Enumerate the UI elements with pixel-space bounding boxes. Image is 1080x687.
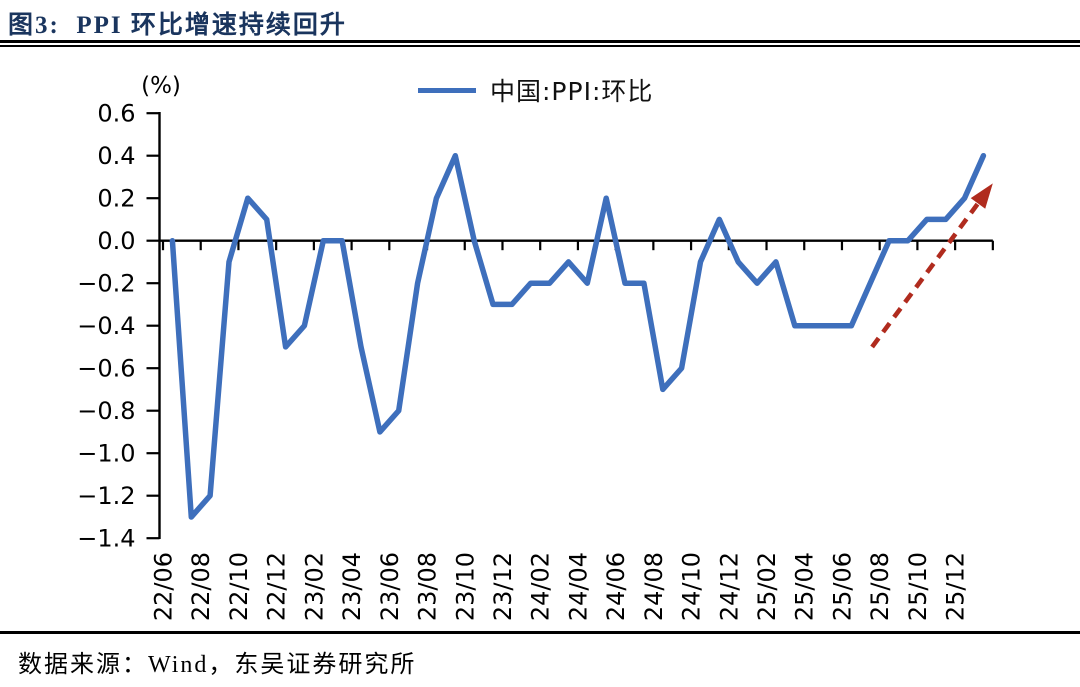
x-tick-label: 24/06 (602, 552, 630, 621)
x-tick-label: 25/06 (828, 552, 856, 621)
y-tick-label: −1.4 (77, 525, 135, 553)
legend: 中国:PPI:环比 (418, 72, 653, 108)
y-tick-label: −0.2 (77, 270, 135, 298)
x-tick-label: 22/10 (225, 552, 253, 621)
x-tick-label: 23/04 (338, 552, 366, 621)
x-tick-label: 25/02 (753, 552, 781, 621)
x-tick-label: 24/12 (715, 552, 743, 621)
x-tick-label: 24/08 (640, 552, 668, 621)
x-tick-label: 22/06 (150, 552, 178, 621)
y-tick-label: 0.2 (97, 185, 135, 213)
y-tick-label: −0.6 (77, 355, 135, 383)
x-tick-label: 23/12 (489, 552, 517, 621)
y-tick-label: −1.2 (77, 482, 135, 510)
ppi-series-line (169, 152, 987, 520)
source-note: 数据来源：Wind，东吴证券研究所 (18, 652, 417, 678)
x-tick-label: 25/12 (942, 552, 970, 621)
legend-line-icon (418, 87, 476, 93)
y-tick-label: −1.0 (77, 440, 135, 468)
y-tick-label: 0.4 (97, 142, 135, 170)
x-tick-label: 23/08 (414, 552, 442, 621)
x-tick-label: 23/06 (376, 552, 404, 621)
x-tick-label: 22/12 (263, 552, 291, 621)
x-tick-label: 24/02 (527, 552, 555, 621)
y-tick-label: 0.0 (97, 227, 135, 255)
x-tick-label: 23/10 (451, 552, 479, 621)
legend-label: 中国:PPI:环比 (490, 77, 654, 106)
x-tick-label: 22/08 (187, 552, 215, 621)
page-title: 图3: PPI 环比增速持续回升 (8, 12, 347, 39)
y-tick-label: −0.4 (77, 312, 135, 340)
x-tick-label: 25/08 (866, 552, 894, 621)
x-tick-label: 25/04 (791, 552, 819, 621)
title-double-rule (0, 40, 1080, 47)
trend-arrow-line (870, 198, 983, 349)
x-tick-label: 24/04 (564, 552, 592, 621)
x-tick-label: 25/10 (904, 552, 932, 621)
x-tick-label: 23/02 (300, 552, 328, 621)
y-axis-unit-label: (%) (141, 73, 181, 99)
y-tick-label: 0.6 (97, 100, 135, 128)
y-tick-label: −0.8 (77, 397, 135, 425)
trend-arrow-head (970, 183, 993, 209)
footer-rule (0, 631, 1080, 634)
x-tick-label: 24/10 (678, 552, 706, 621)
